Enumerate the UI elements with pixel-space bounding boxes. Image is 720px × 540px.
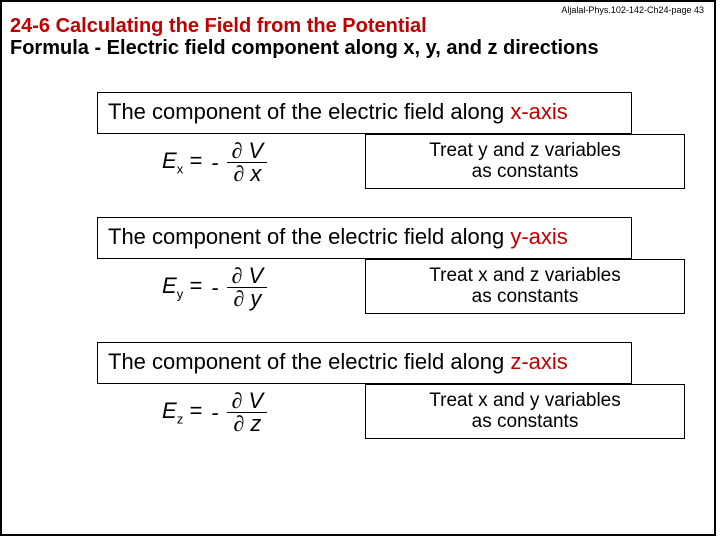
minus-icon: - bbox=[211, 150, 218, 176]
section-z-note: Treat x and y variables as constants bbox=[410, 391, 640, 433]
section-x-prefix: The component of the electric field alon… bbox=[108, 99, 510, 124]
title-line-1: 24-6 Calculating the Field from the Pote… bbox=[10, 15, 706, 37]
formula-z-row: Ez = - ∂ V ∂ z bbox=[162, 390, 267, 435]
formula-y-row: Ey = - ∂ V ∂ y bbox=[162, 265, 267, 310]
note-z-l2: as constants bbox=[472, 411, 579, 432]
formula-y-num: ∂ V bbox=[227, 265, 267, 288]
note-x-l1: Treat y and z variables bbox=[429, 140, 621, 161]
section-x-note-box: Treat y and z variables as constants bbox=[365, 134, 685, 189]
section-x-heading: The component of the electric field alon… bbox=[98, 93, 631, 131]
formula-z-sub: z bbox=[177, 412, 184, 427]
section-z-head: The component of the electric field alon… bbox=[97, 342, 632, 384]
slide: Aljalal-Phys.102-142-Ch24-page 43 24-6 C… bbox=[0, 0, 716, 536]
formula-x-num: ∂ V bbox=[227, 140, 267, 163]
section-y-axis: y-axis bbox=[510, 224, 567, 249]
formula-x-sub: x bbox=[177, 162, 184, 177]
note-y-l1: Treat x and z variables bbox=[429, 265, 621, 286]
section-y-note-box: Treat x and z variables as constants bbox=[365, 259, 685, 314]
formula-y-frac: ∂ V ∂ y bbox=[227, 265, 267, 310]
formula-z: Ez = - ∂ V ∂ z bbox=[162, 390, 267, 435]
note-z-l1: Treat x and y variables bbox=[429, 390, 621, 411]
formula-z-den: ∂ z bbox=[229, 413, 265, 435]
title-block: 24-6 Calculating the Field from the Pote… bbox=[10, 15, 706, 59]
formula-x-lhs: Ex = bbox=[162, 148, 202, 176]
note-x-l2: as constants bbox=[472, 161, 579, 182]
minus-icon: - bbox=[211, 275, 218, 301]
formula-y-lhs: Ey = bbox=[162, 273, 202, 301]
formula-x: Ex = - ∂ V ∂ x bbox=[162, 140, 267, 185]
formula-z-lhs: Ez = bbox=[162, 398, 202, 426]
formula-y-sub: y bbox=[177, 287, 184, 302]
formula-z-num: ∂ V bbox=[227, 390, 267, 413]
note-y-l2: as constants bbox=[472, 286, 579, 307]
section-y-note: Treat x and z variables as constants bbox=[410, 266, 640, 308]
formula-y-den: ∂ y bbox=[229, 288, 265, 310]
section-x-head: The component of the electric field alon… bbox=[97, 92, 632, 134]
minus-icon: - bbox=[211, 400, 218, 426]
section-z-note-box: Treat x and y variables as constants bbox=[365, 384, 685, 439]
title-line-2: Formula - Electric field component along… bbox=[10, 37, 706, 59]
header-reference: Aljalal-Phys.102-142-Ch24-page 43 bbox=[561, 5, 704, 15]
section-z-prefix: The component of the electric field alon… bbox=[108, 349, 510, 374]
formula-y: Ey = - ∂ V ∂ y bbox=[162, 265, 267, 310]
formula-z-frac: ∂ V ∂ z bbox=[227, 390, 267, 435]
formula-x-den: ∂ x bbox=[229, 163, 265, 185]
formula-x-row: Ex = - ∂ V ∂ x bbox=[162, 140, 267, 185]
formula-x-frac: ∂ V ∂ x bbox=[227, 140, 267, 185]
section-y-prefix: The component of the electric field alon… bbox=[108, 224, 510, 249]
section-z-heading: The component of the electric field alon… bbox=[98, 343, 631, 381]
section-z-axis: z-axis bbox=[510, 349, 567, 374]
section-x-axis: x-axis bbox=[510, 99, 567, 124]
section-x-note: Treat y and z variables as constants bbox=[410, 141, 640, 183]
section-y-heading: The component of the electric field alon… bbox=[98, 218, 631, 256]
section-y-head: The component of the electric field alon… bbox=[97, 217, 632, 259]
